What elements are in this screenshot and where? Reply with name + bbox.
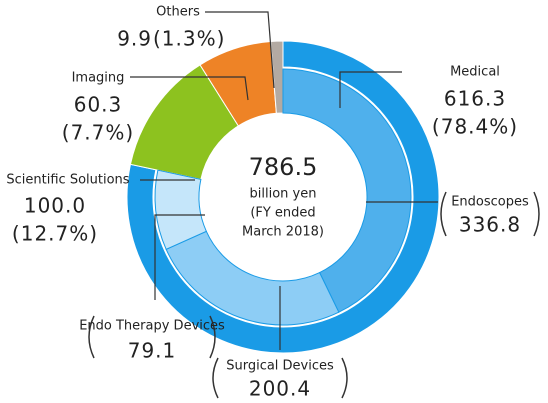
percent-label: (1.3%): [153, 27, 225, 51]
category-label: Endoscopes: [451, 195, 529, 210]
value-label: 9.9: [117, 27, 152, 51]
percent-label: (78.4%): [432, 115, 518, 139]
value-label: 336.8: [459, 213, 521, 237]
category-label: Endo Therapy Devices: [79, 319, 225, 334]
outer-wedge: [126, 40, 440, 354]
value-label: 79.1: [128, 339, 177, 363]
inner-wedge: [154, 169, 207, 250]
category-label: Surgical Devices: [226, 359, 334, 374]
percent-label: (7.7%): [62, 121, 134, 145]
value-label: 616.3: [444, 87, 506, 111]
leader-lines: [88, 11, 540, 399]
center-text: billion yen: [250, 187, 317, 202]
center-text: March 2018): [242, 225, 324, 240]
category-label: Imaging: [72, 71, 125, 86]
category-label: Others: [156, 5, 200, 20]
center-text: (FY ended: [250, 206, 315, 221]
percent-label: (12.7%): [12, 222, 98, 246]
value-label: 100.0: [24, 194, 86, 218]
center-value: 786.5: [249, 153, 318, 181]
inner-wedge: [282, 68, 412, 313]
center-hole: [200, 114, 366, 280]
category-label: Scientific Solutions: [6, 173, 129, 188]
category-label: Medical: [450, 65, 500, 80]
value-label: 60.3: [74, 93, 123, 117]
value-label: 200.4: [249, 377, 311, 401]
